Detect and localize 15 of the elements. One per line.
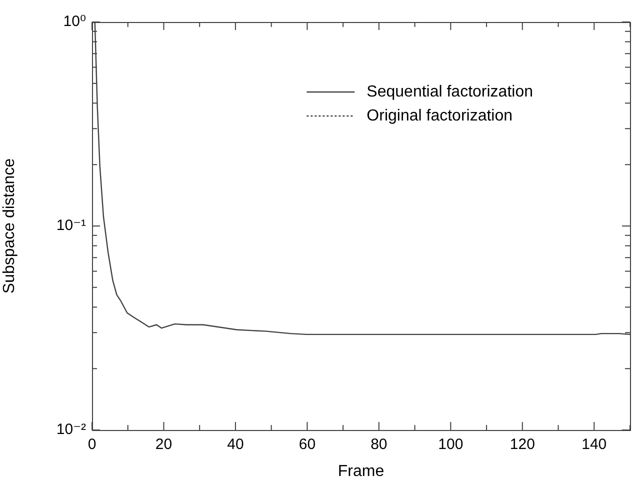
x-axis-title: Frame (338, 462, 384, 480)
x-tick-label: 120 (510, 436, 535, 454)
x-tick-label: 40 (227, 436, 244, 454)
y-tick-label: 10⁻¹ (56, 217, 86, 234)
x-tick-label: 140 (582, 436, 607, 454)
x-tick-label: 60 (298, 436, 316, 454)
y-tick-label: 10⁻² (56, 421, 86, 438)
y-axis-title: Subspace distance (1, 158, 18, 294)
legend-label: Original factorization (366, 107, 513, 124)
y-tick-label: 10⁰ (63, 13, 86, 30)
x-tick-label: 80 (370, 436, 388, 454)
legend-label: Sequential factorization (366, 83, 533, 100)
x-tick-label: 0 (88, 436, 96, 454)
x-tick-label: 20 (155, 436, 172, 454)
x-tick-label: 100 (438, 436, 464, 454)
